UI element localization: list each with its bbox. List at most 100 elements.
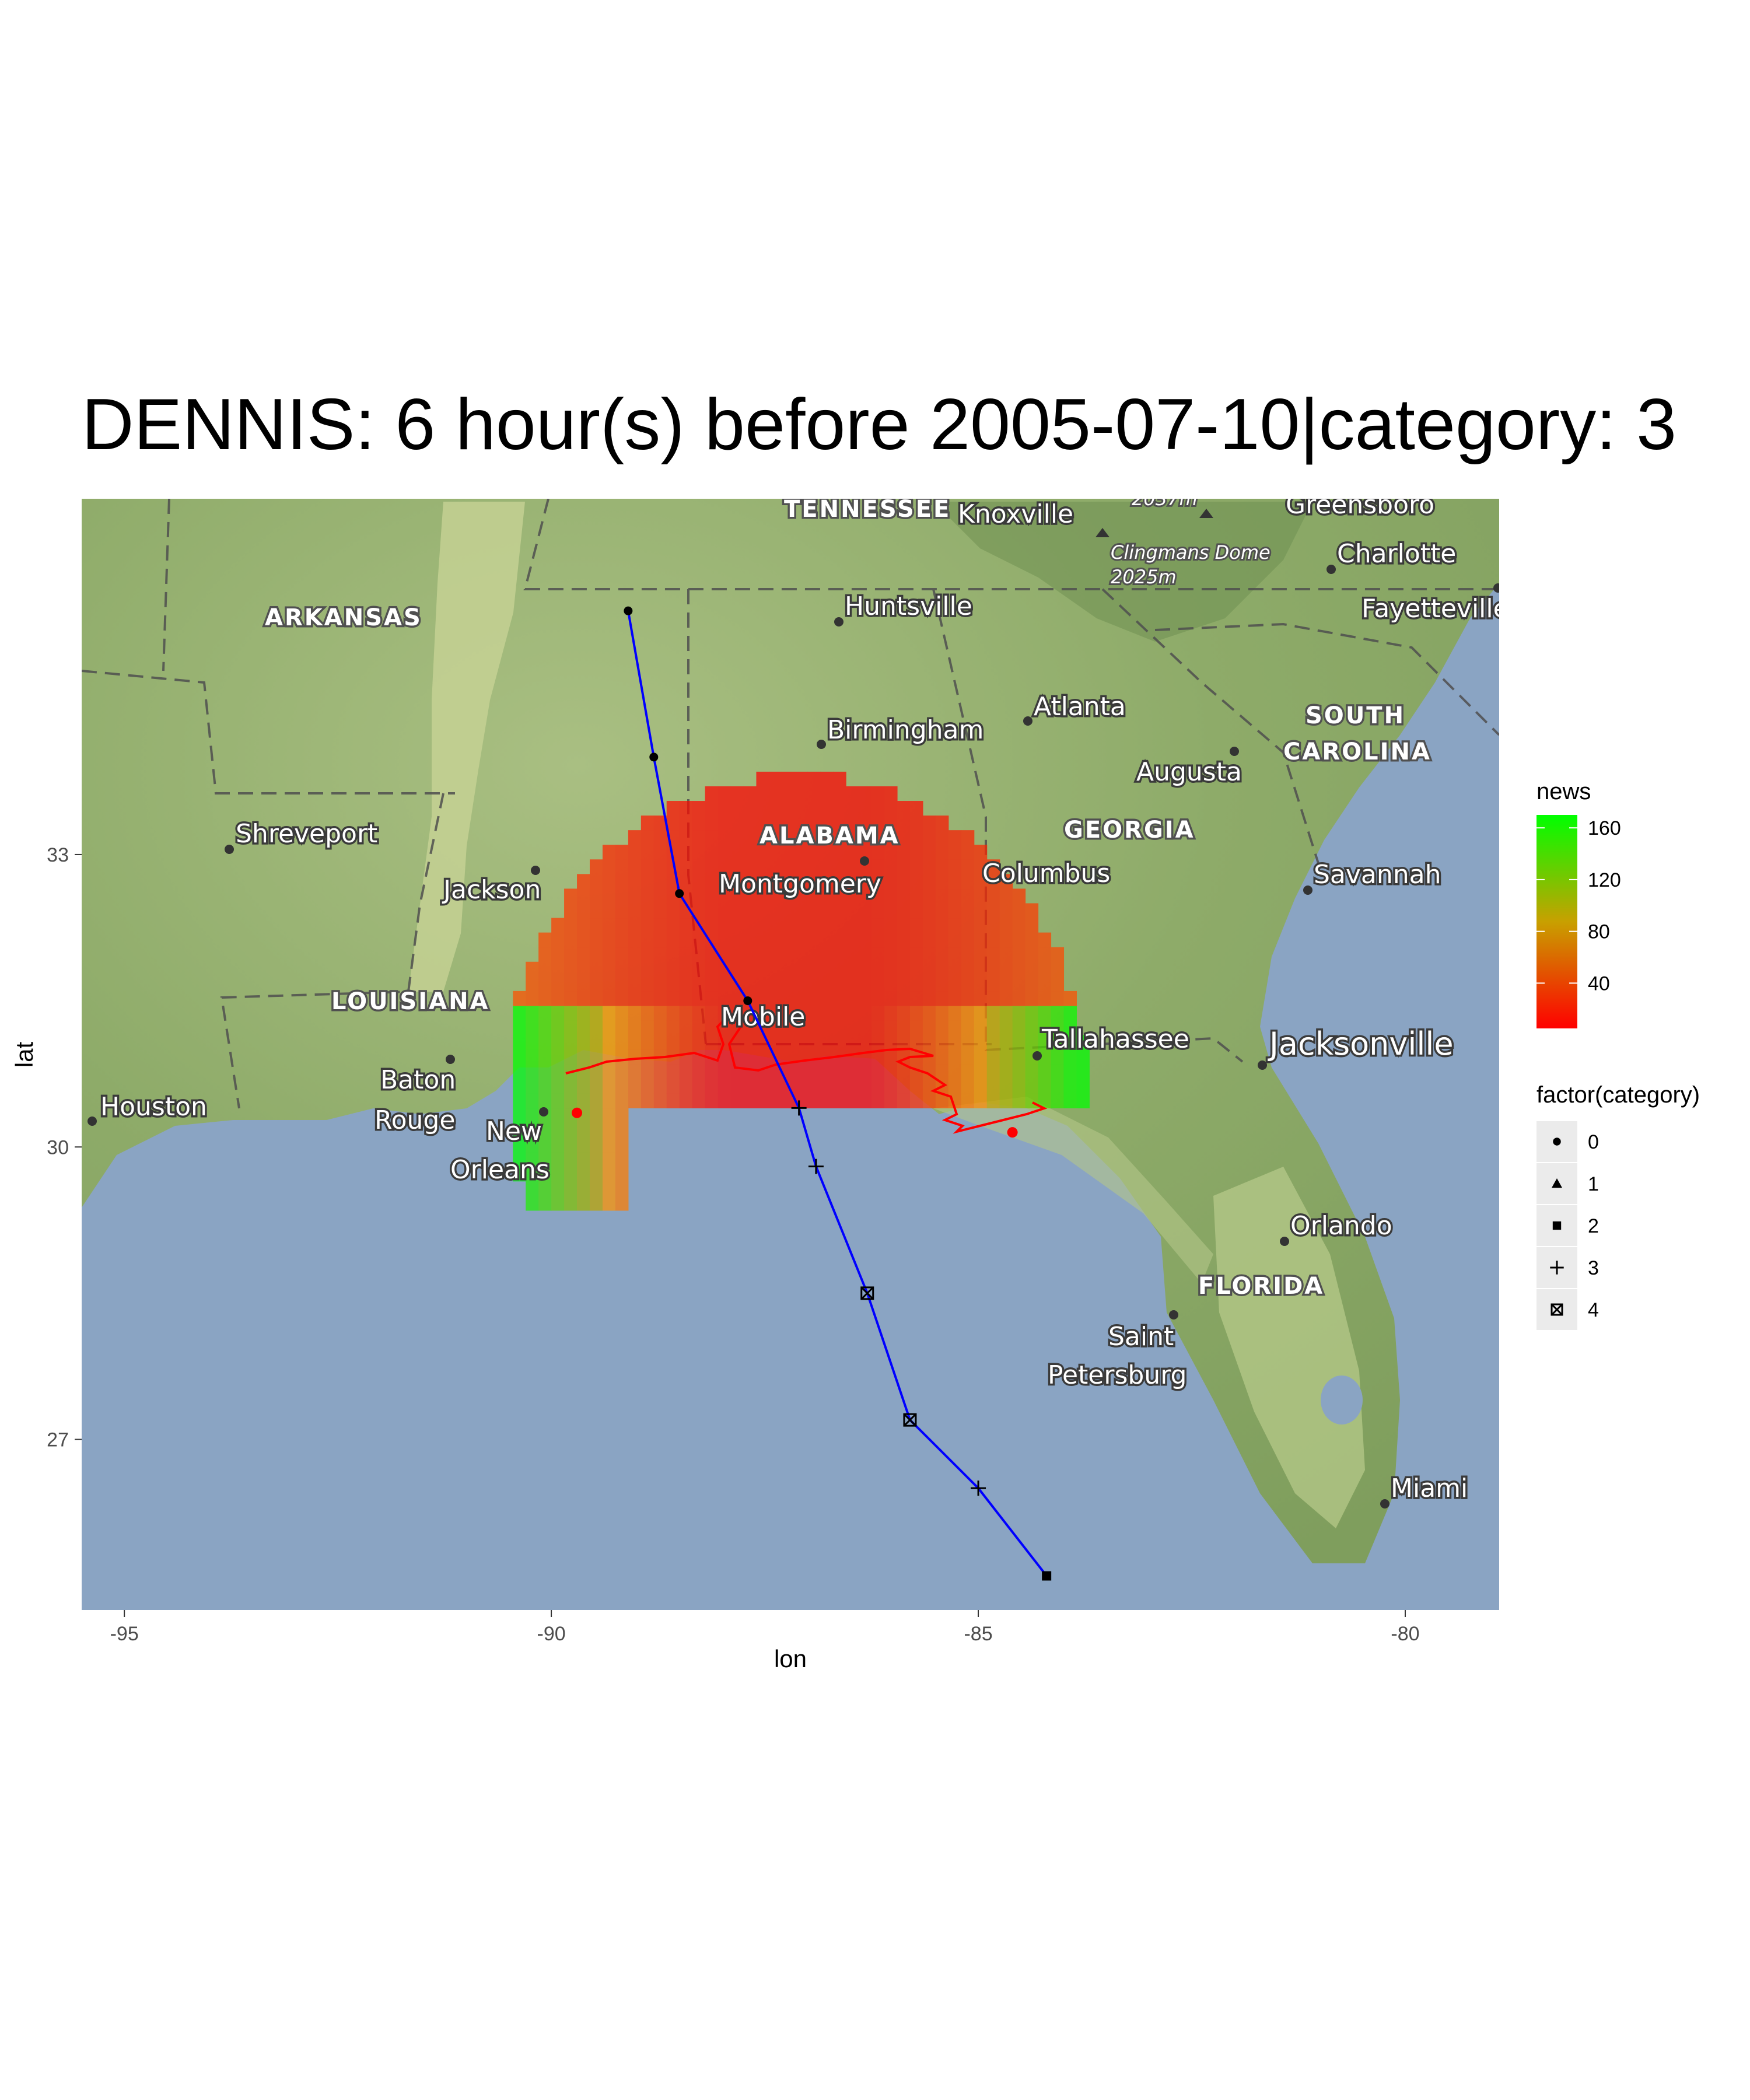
news-cell [538,947,552,963]
news-cell [872,845,885,860]
news-cell [935,845,949,860]
city-miami: Miami [1380,1472,1470,1508]
news-cell [986,1005,1000,1021]
news-cell [1051,961,1065,977]
news-cell [935,976,949,992]
track-point-square [1552,1221,1562,1230]
news-cell [640,1035,654,1050]
news-cell [782,947,795,963]
news-cell [1051,1035,1065,1050]
news-cell [756,1093,770,1109]
news-cell [538,1064,552,1079]
news-cell [986,903,1000,919]
news-cell [551,1079,565,1094]
news-cell [705,903,719,919]
news-cell [935,1005,949,1021]
news-cell [859,976,872,992]
news-cell [577,947,590,963]
news-cell [705,1093,719,1109]
news-cell [986,932,1000,948]
track-point-plus [791,1100,807,1116]
news-cell [833,816,846,831]
news-cell [538,1137,552,1153]
news-cell [1051,1064,1065,1079]
news-cell [1063,1020,1077,1035]
news-cell [859,1005,872,1021]
news-cell [872,816,885,831]
svg-text:Montgomery: Montgomery [719,869,881,899]
news-cell [615,1108,629,1124]
svg-text:Shreveport: Shreveport [236,819,377,849]
news-cell [564,1181,578,1196]
news-cell [589,1108,603,1124]
news-cell [538,1049,552,1065]
news-cell [909,991,923,1006]
news-cell [589,1166,603,1182]
news-cell [986,888,1000,904]
news-cell [782,918,795,933]
news-cell [718,845,732,860]
news-cell [743,918,757,933]
colorbar-label: 40 [1588,972,1610,995]
news-cell [872,801,885,816]
svg-text:Mobile: Mobile [721,1002,805,1032]
news-cell [538,1020,552,1035]
news-cell [718,961,732,977]
news-cell [846,1079,859,1094]
y-tick-label: 30 [47,1136,69,1158]
peak-clingmans-dome: Clingmans Dome 2025m 2037m [1096,499,1272,590]
news-cell [897,859,911,874]
news-cell [922,1005,936,1021]
news-cell [859,947,872,963]
news-cell [602,918,616,933]
news-cell [769,845,782,860]
news-cell [872,1079,885,1094]
news-cell [756,1005,770,1021]
news-cell [666,1093,680,1109]
news-cell [577,1195,590,1211]
news-cell [769,991,782,1006]
x-axis-title: lon [774,1645,807,1672]
news-cell [577,1079,590,1094]
news-cell [1025,1020,1039,1035]
news-cell [718,888,732,904]
news-cell [872,976,885,992]
news-cell [909,976,923,992]
news-cell [589,918,603,933]
axes: -95 -90 -85 -80 27 30 33 [47,844,1419,1645]
news-cell [999,903,1013,919]
news-cell [846,874,859,890]
news-cell [564,1152,578,1167]
news-cell [577,1064,590,1079]
news-cell [551,1049,565,1065]
city-montgomery: Montgomery [717,856,883,901]
legend-key-label: 1 [1588,1173,1599,1195]
news-cell [769,1005,782,1021]
news-cell [718,1064,732,1079]
news-cell [782,903,795,919]
news-cell [909,1020,923,1035]
news-cell [666,903,680,919]
news-cell [679,1020,693,1035]
news-cell [538,932,552,948]
news-cell [909,830,923,845]
news-cell [909,845,923,860]
news-cell [999,991,1013,1006]
news-cell [782,771,795,787]
news-cell [666,1005,680,1021]
news-cell [564,1020,578,1035]
news-cell [589,947,603,963]
news-cell [628,1005,642,1021]
legend-key-label: 2 [1588,1215,1599,1237]
news-cell [1063,1049,1077,1065]
news-cell [794,786,808,802]
news-cell [589,874,603,890]
news-cell [526,1020,539,1035]
city-mobile: Mobile [719,1000,807,1034]
news-cell [577,1093,590,1109]
news-cell [769,1093,782,1109]
news-cell [769,918,782,933]
news-cell [948,976,962,992]
lake-okeechobee [1321,1376,1363,1424]
news-cell [743,1064,757,1079]
